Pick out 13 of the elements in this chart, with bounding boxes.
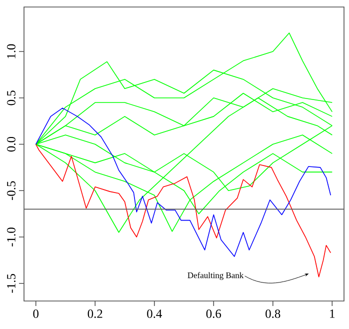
y-tick-label: 0.5: [7, 90, 16, 106]
y-tick-label: -1.5: [7, 274, 16, 293]
x-tick-label: 0.4: [147, 310, 162, 318]
x-tick-label: 1: [330, 310, 335, 318]
y-tick-label: -0.5: [7, 181, 16, 200]
x-tick-label: 0.6: [206, 310, 222, 318]
x-tick-label: 0.8: [266, 310, 280, 318]
x-tick-label: 0.2: [88, 310, 102, 318]
y-tick-label: -1.0: [7, 228, 16, 246]
x-tick-label: 0: [33, 310, 38, 318]
y-tick-label: 0.0: [7, 136, 16, 152]
y-tick-label: 1.0: [7, 44, 16, 58]
annotation: Defaulting Bank: [188, 272, 244, 280]
